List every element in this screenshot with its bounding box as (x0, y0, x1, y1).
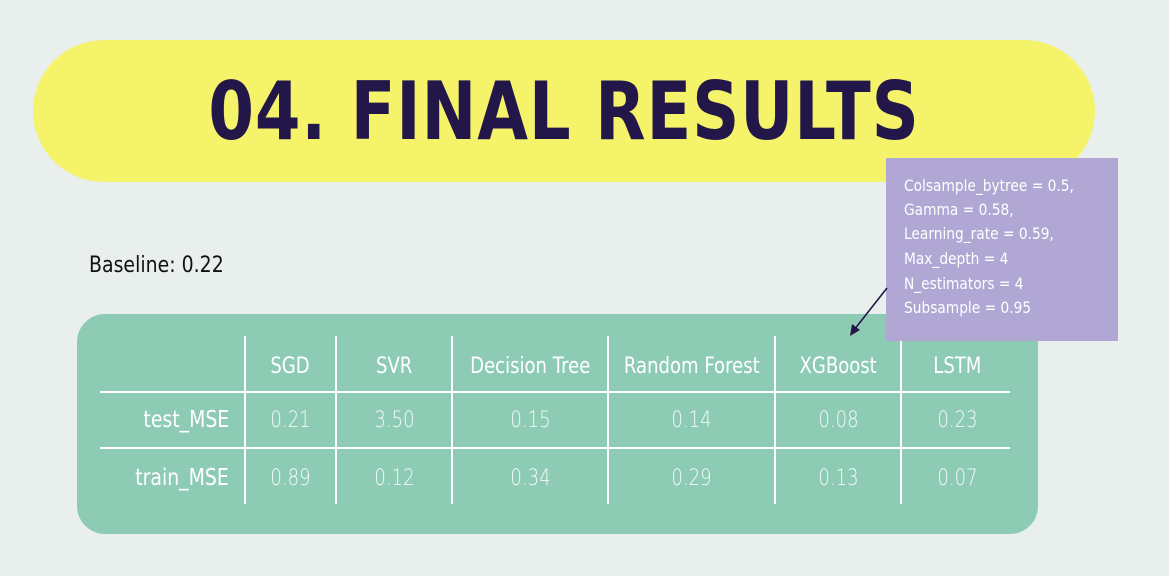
table-cell: 0.15 (509, 407, 551, 433)
table-cell: 0.13 (817, 465, 859, 491)
col-header-lstm: LSTM (932, 353, 982, 379)
table-cell: 0.12 (373, 465, 415, 491)
table-cell: 0.89 (269, 465, 311, 491)
page-title: 04. FINAL RESULTS (208, 65, 920, 158)
row-label-test-mse: test_MSE (143, 407, 230, 433)
results-table: SGD SVR Decision Tree Random Forest XGBo… (77, 314, 1038, 534)
table-cell: 0.21 (269, 407, 311, 433)
table-cell: 0.34 (509, 465, 551, 491)
table-cell: 0.07 (936, 465, 978, 491)
param-learning-rate: Learning_rate = 0.59, (904, 224, 1054, 243)
col-header-svr: SVR (375, 353, 413, 379)
param-max-depth: Max_depth = 4 (904, 249, 1009, 268)
table-cell: 0.08 (817, 407, 859, 433)
col-header-xgboost: XGBoost (799, 353, 877, 379)
param-gamma: Gamma = 0.58, (904, 200, 1014, 219)
title-banner: 04. FINAL RESULTS (33, 40, 1095, 182)
col-header-sgd: SGD (270, 353, 310, 379)
param-n-estimators: N_estimators = 4 (904, 274, 1024, 293)
xgboost-params-box: Colsample_bytree = 0.5, Gamma = 0.58, Le… (886, 158, 1118, 341)
col-header-random-forest: Random Forest (623, 353, 760, 379)
table-cell: 0.23 (936, 407, 978, 433)
baseline-label: Baseline: 0.22 (89, 253, 224, 278)
col-header-decision-tree: Decision Tree (469, 353, 591, 379)
param-colsample: Colsample_bytree = 0.5, (904, 176, 1074, 195)
row-label-train-mse: train_MSE (135, 465, 229, 491)
table-cell: 0.14 (671, 407, 712, 433)
param-subsample: Subsample = 0.95 (904, 298, 1032, 317)
table-cell: 3.50 (373, 407, 415, 433)
table-cell: 0.29 (671, 465, 712, 491)
